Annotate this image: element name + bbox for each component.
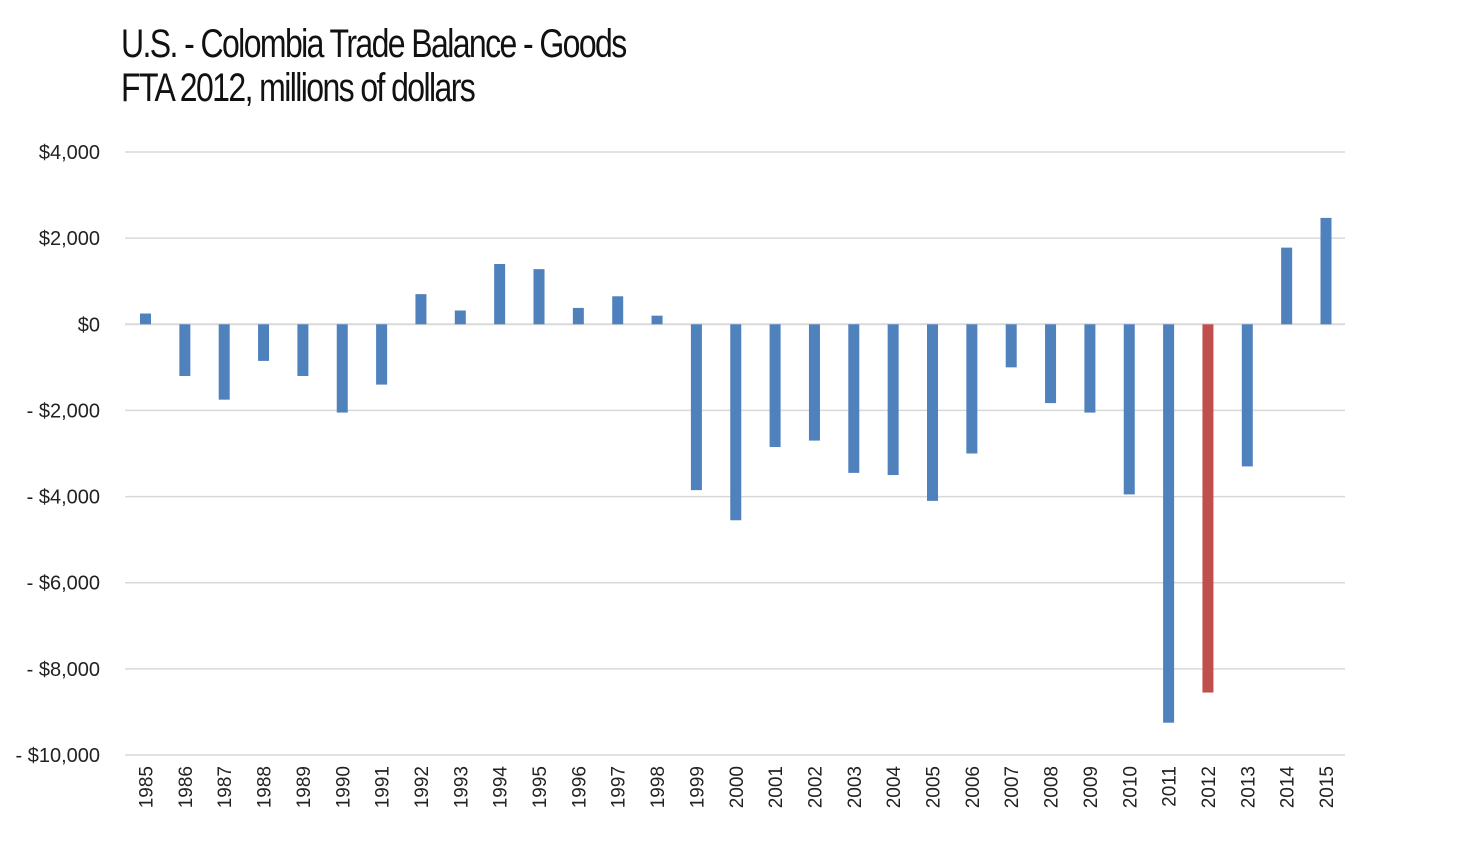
- bar-2007: [1005, 324, 1017, 368]
- x-tick-label: 2015: [1317, 766, 1338, 808]
- x-tick-label: 1999: [687, 766, 708, 808]
- bar-1985: [140, 313, 151, 325]
- y-tick-label: - $4,000: [27, 487, 100, 509]
- y-tick-label: - $2,000: [27, 400, 100, 422]
- y-tick-label: $0: [78, 314, 100, 336]
- bar-2003: [848, 324, 860, 473]
- x-tick-label: 1991: [373, 766, 394, 808]
- bar-1991: [376, 324, 388, 385]
- x-tick-label: 2006: [963, 766, 984, 808]
- bar-1989: [297, 324, 309, 376]
- y-tick-label: $2,000: [39, 228, 100, 250]
- x-tick-label: 1990: [333, 766, 354, 808]
- chart-subtitle: FTA 2012, millions of dollars: [121, 66, 476, 110]
- x-tick-label: 1997: [609, 766, 630, 808]
- x-tick-label: 2003: [845, 766, 866, 808]
- bar-2014: [1281, 247, 1293, 325]
- chart-title-block: U.S. - Colombia Trade Balance - Goods FT…: [121, 22, 1021, 110]
- x-tick-label: 1996: [569, 766, 590, 808]
- x-tick-label: 2002: [805, 766, 826, 808]
- bar-2008: [1045, 324, 1057, 404]
- x-tick-label: 2009: [1081, 766, 1102, 808]
- bar-2009: [1084, 324, 1096, 413]
- bar-1986: [179, 324, 191, 376]
- bar-1990: [336, 324, 348, 413]
- x-tick-label: 2014: [1278, 766, 1299, 809]
- x-tick-label: 2001: [766, 766, 787, 808]
- x-tick-label: 2007: [1002, 766, 1023, 808]
- bar-2015: [1320, 217, 1332, 325]
- x-tick-label: 1992: [412, 766, 433, 808]
- bar-2000: [730, 324, 742, 521]
- bar-2010: [1123, 324, 1135, 495]
- x-tick-label: 1994: [491, 766, 512, 809]
- x-tick-label: 2004: [884, 766, 905, 809]
- bars: [140, 217, 1332, 723]
- x-axis-tick-labels: 1985 1986 1987 1988 1989 1990 1991 1992 1993 1994…: [137, 766, 1339, 809]
- bar-1988: [258, 324, 270, 361]
- bar-1987: [218, 324, 230, 400]
- y-tick-label: - $6,000: [27, 573, 100, 595]
- y-tick-label: $4,000: [39, 142, 100, 164]
- bar-1995: [533, 269, 545, 325]
- bar-2004: [887, 324, 899, 476]
- x-tick-label: 2013: [1238, 766, 1259, 808]
- bar-1993: [454, 310, 466, 325]
- bar-2012: [1202, 324, 1214, 693]
- bar-1997: [612, 296, 624, 325]
- x-tick-label: 1987: [215, 766, 236, 808]
- bar-1996: [572, 307, 584, 325]
- bar-2011: [1163, 324, 1175, 723]
- bar-2002: [808, 324, 820, 441]
- x-tick-label: 2000: [727, 766, 748, 808]
- bar-2006: [966, 324, 978, 454]
- x-tick-label: 1985: [137, 766, 158, 808]
- bar-2005: [927, 324, 938, 501]
- x-tick-label: 2005: [924, 766, 945, 808]
- x-tick-label: 1989: [294, 766, 315, 808]
- bar-1992: [415, 294, 427, 325]
- y-axis-tick-labels: $4,000 $2,000 $0 - $2,000 - $4,000 - $6,000 - …: [15, 142, 100, 767]
- x-tick-label: 1986: [176, 766, 197, 808]
- bar-1994: [494, 263, 506, 325]
- x-tick-label: 1993: [451, 766, 472, 808]
- bar-1999: [690, 324, 702, 491]
- bar-2001: [769, 324, 781, 448]
- x-tick-label: 1998: [648, 766, 669, 808]
- x-tick-label: 2008: [1042, 766, 1063, 808]
- bar-2013: [1241, 324, 1253, 467]
- chart-title: U.S. - Colombia Trade Balance - Goods: [121, 22, 627, 66]
- x-tick-label: 1988: [255, 766, 276, 808]
- x-tick-label: 2012: [1199, 766, 1220, 808]
- x-tick-label: 1995: [530, 766, 551, 808]
- y-tick-label: - $10,000: [15, 745, 100, 767]
- x-tick-label: 2011: [1160, 766, 1181, 807]
- y-tick-label: - $8,000: [27, 659, 100, 681]
- bar-1998: [651, 315, 663, 325]
- x-tick-label: 2010: [1120, 766, 1141, 808]
